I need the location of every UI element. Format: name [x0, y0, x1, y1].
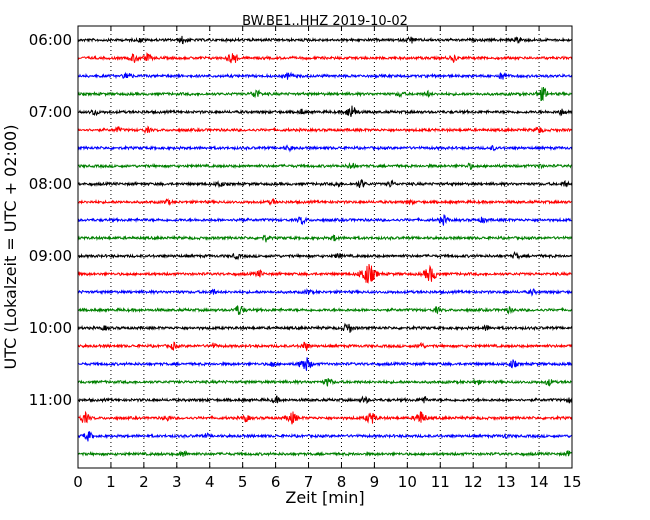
- x-tick-label: 3: [172, 473, 182, 491]
- x-tick-label: 14: [530, 473, 549, 491]
- seismic-trace: [77, 395, 573, 405]
- y-axis-label: UTC (Lokalzeit = UTC + 02:00): [1, 125, 20, 370]
- y-tick-label: 07:00: [29, 103, 72, 121]
- axis-ticks: 0 1 2 3 4 5 6 7 8 9 10 11 12 13 14 1506:0007:0008:0009:…: [29, 26, 582, 491]
- x-tick-label: 9: [370, 473, 380, 491]
- seismic-trace: [77, 450, 573, 458]
- seismic-trace: [77, 431, 573, 442]
- plot-frame: [77, 25, 573, 469]
- x-tick-label: 15: [562, 473, 581, 491]
- seismic-trace: [77, 322, 573, 333]
- seismic-trace: [77, 161, 573, 170]
- x-tick-label: 6: [271, 473, 281, 491]
- seismic-trace: [77, 341, 573, 352]
- x-tick-label: 8: [337, 473, 347, 491]
- x-tick-label: 4: [205, 473, 215, 491]
- y-tick-label: 11:00: [29, 391, 72, 409]
- x-tick-label: 12: [464, 473, 483, 491]
- x-tick-label: 11: [431, 473, 450, 491]
- x-tick-label: 13: [497, 473, 516, 491]
- seismic-trace: [77, 264, 573, 284]
- y-tick-label: 06:00: [29, 31, 72, 49]
- x-tick-label: 2: [139, 473, 149, 491]
- seismic-trace: [77, 144, 573, 153]
- seismic-trace: [77, 305, 573, 315]
- seismic-trace: [77, 178, 573, 189]
- seismic-trace: [77, 214, 573, 226]
- x-tick-label: 10: [398, 473, 417, 491]
- seismic-trace: [77, 233, 573, 243]
- seismic-trace: [77, 378, 573, 387]
- x-tick-label: 0: [73, 473, 83, 491]
- seismic-trace: [77, 251, 573, 261]
- x-tick-label: 7: [304, 473, 314, 491]
- y-tick-label: 08:00: [29, 175, 72, 193]
- x-tick-label: 1: [106, 473, 116, 491]
- seismic-trace: [77, 288, 573, 297]
- seismic-trace: [77, 52, 573, 64]
- seismic-trace: [77, 35, 573, 45]
- y-tick-label: 10:00: [29, 319, 72, 337]
- seismic-trace: [77, 410, 573, 425]
- seismic-trace: [77, 105, 573, 117]
- x-tick-label: 5: [238, 473, 248, 491]
- grid-lines: [110, 26, 540, 468]
- seismic-trace: [77, 197, 573, 207]
- seismic-trace: [77, 125, 573, 135]
- chart-title: BW.BE1..HHZ 2019-10-02: [242, 14, 408, 29]
- y-tick-label: 09:00: [29, 247, 72, 265]
- seismic-trace: [77, 71, 573, 80]
- x-axis-label: Zeit [min]: [285, 488, 364, 507]
- seismic-trace: [77, 86, 573, 102]
- seismic-trace: [77, 357, 573, 371]
- trace-lines: [77, 35, 573, 458]
